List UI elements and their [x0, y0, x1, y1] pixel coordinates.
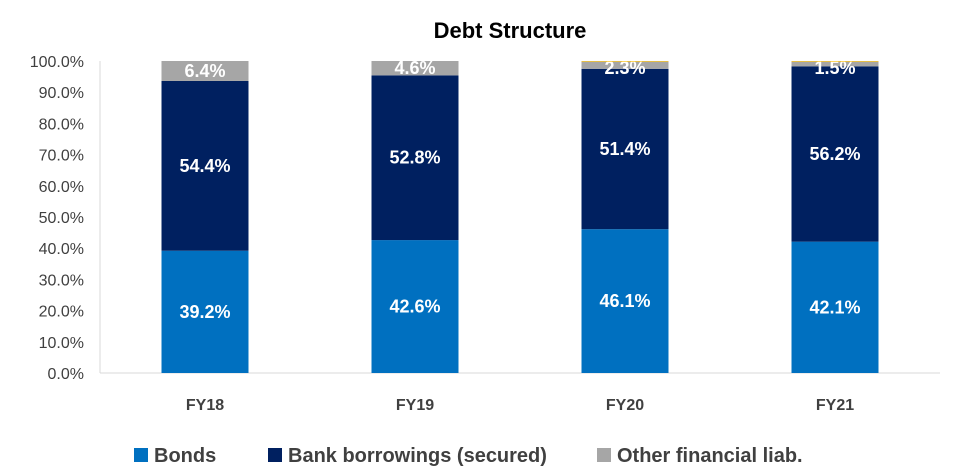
data-label: 42.6%: [389, 297, 440, 317]
x-tick-label: FY21: [816, 397, 854, 414]
bar-segment: [581, 229, 669, 373]
bar-segment: [791, 61, 879, 67]
y-tick-label: 100.0%: [30, 54, 84, 71]
bar-segment: [161, 80, 249, 251]
bar-segment: [791, 66, 879, 242]
data-label: 56.2%: [809, 144, 860, 164]
data-label: 4.6%: [394, 58, 435, 78]
legend-label: Bonds: [154, 445, 216, 467]
bar-segment: [371, 240, 459, 373]
bar-segment: [791, 241, 879, 373]
data-label: 6.4%: [184, 61, 225, 81]
legend-swatch: [597, 448, 611, 462]
data-label: 54.4%: [179, 156, 230, 176]
y-tick-label: 40.0%: [39, 241, 84, 258]
y-tick-label: 60.0%: [39, 179, 84, 196]
bar-segment: [371, 75, 459, 241]
bar-segment: [791, 61, 879, 62]
bar-segment: [581, 68, 669, 230]
data-label: 1.5%: [814, 58, 855, 78]
data-label: 52.8%: [389, 148, 440, 168]
bar-segment: [161, 61, 249, 81]
bar-segment: [371, 61, 459, 76]
y-tick-label: 80.0%: [39, 116, 84, 133]
legend-swatch: [134, 448, 148, 462]
data-label: 51.4%: [599, 139, 650, 159]
x-axis: FY18 FY19 FY20 FY21: [186, 397, 854, 414]
x-tick-label: FY18: [186, 397, 224, 414]
legend: Bonds Bank borrowings (secured) Other fina…: [134, 445, 803, 467]
legend-label: Bank borrowings (secured): [288, 445, 547, 467]
data-label: 2.3%: [604, 58, 645, 78]
y-tick-label: 0.0%: [48, 366, 84, 383]
legend-label: Other financial liab.: [617, 445, 803, 467]
plot-area: 39.2% 54.4% 6.4% 42.6% 52.8% 4.6% 46.1% 51.4% 2.…: [161, 58, 879, 373]
legend-swatch: [268, 448, 282, 462]
y-tick-label: 50.0%: [39, 210, 84, 227]
data-label: 39.2%: [179, 302, 230, 322]
y-tick-label: 70.0%: [39, 148, 84, 165]
y-tick-label: 20.0%: [39, 304, 84, 321]
y-tick-label: 90.0%: [39, 85, 84, 102]
y-tick-label: 30.0%: [39, 272, 84, 289]
y-tick-label: 10.0%: [39, 335, 84, 352]
data-label: 42.1%: [809, 297, 860, 317]
x-tick-label: FY20: [606, 397, 644, 414]
bar-segment: [581, 61, 669, 62]
data-label: 46.1%: [599, 291, 650, 311]
chart-title: Debt Structure: [434, 18, 587, 43]
bar-segment: [581, 61, 669, 69]
bar-segment: [161, 250, 249, 373]
x-tick-label: FY19: [396, 397, 434, 414]
